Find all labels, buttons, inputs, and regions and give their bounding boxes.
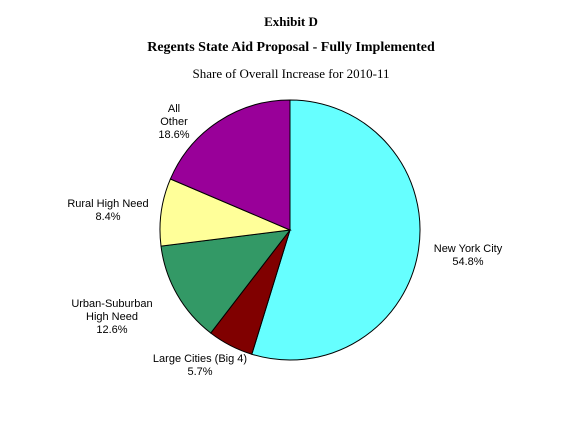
chart-caption: Share of Overall Increase for 2010-11 xyxy=(192,66,390,81)
pie-slice-urban-suburban-high-need xyxy=(160,229,292,334)
chart-title: Exhibit D xyxy=(264,14,318,29)
pie-slice-all-other xyxy=(169,99,291,231)
slice-label: All Other 18.6% xyxy=(158,103,189,141)
chart-subtitle: Regents State Aid Proposal - Fully Imple… xyxy=(147,40,435,55)
pie-slice-new-york-city xyxy=(251,99,421,361)
slice-label: Large Cities (Big 4) 5.7% xyxy=(153,353,247,378)
slice-label: New York City 54.8% xyxy=(434,243,503,268)
slice-label: Urban-Suburban High Need 12.6% xyxy=(71,298,152,336)
slice-label: Rural High Need 8.4% xyxy=(67,198,148,223)
